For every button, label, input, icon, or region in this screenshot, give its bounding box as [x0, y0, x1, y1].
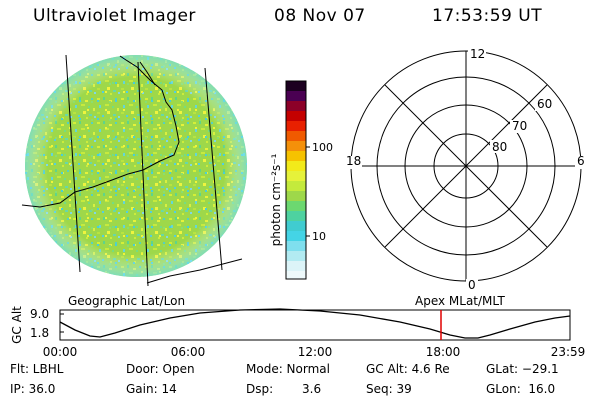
polar-labels: 12 0 18 6 60 70 80 — [344, 47, 587, 292]
instrument-title: Ultraviolet Imager — [33, 6, 196, 26]
mlt-label-12: 12 — [470, 47, 485, 61]
uv-image-disc — [25, 55, 247, 277]
colorbar: 100 10 photon cm⁻²s⁻¹ — [269, 80, 333, 280]
time-tick-0: 00:00 — [43, 345, 78, 359]
mlt-label-6: 6 — [577, 154, 585, 168]
time-tick-18: 18:00 — [426, 345, 461, 359]
mlt-label-18: 18 — [346, 154, 361, 168]
altitude-curve — [59, 308, 571, 339]
gain-info: Gain: 14 — [126, 382, 177, 396]
mlat-label-60: 60 — [537, 97, 552, 111]
polar-plot — [350, 50, 582, 282]
glon-info: GLon: 16.0 — [486, 382, 556, 396]
mlat-label-80: 80 — [492, 140, 507, 154]
observation-date: 08 Nov 07 — [274, 6, 366, 26]
gc-alt-info: GC Alt: 4.6 Re — [366, 362, 450, 376]
time-tick-12: 12:00 — [298, 345, 333, 359]
orbit-altitude-plot: 9.0 1.8 GC Alt 00:00 06:00 12:00 18:00 2… — [10, 306, 585, 359]
colorbar-tick-100: 100 — [312, 141, 333, 154]
seq-info: Seq: 39 — [366, 382, 412, 396]
alt-axis-label: GC Alt — [10, 306, 24, 344]
colorbar-label: photon cm⁻²s⁻¹ — [269, 153, 283, 246]
glat-info: GLat: −29.1 — [486, 362, 559, 376]
colorbar-tick-10: 10 — [312, 230, 326, 243]
mlat-label-70: 70 — [512, 119, 527, 133]
observation-time: 17:53:59 UT — [432, 6, 543, 26]
alt-tick-1-8: 1.8 — [30, 326, 49, 340]
polar-plot-caption: Apex MLat/MLT — [415, 294, 505, 308]
alt-tick-9: 9.0 — [30, 307, 49, 321]
ip-info: IP: 36.0 — [10, 382, 56, 396]
left-panel-caption: Geographic Lat/Lon — [68, 294, 185, 308]
dsp-label: Dsp: — [246, 382, 274, 396]
time-tick-6: 06:00 — [171, 345, 206, 359]
door-info: Door: Open — [126, 362, 195, 376]
geographic-grid-overlay — [21, 54, 243, 287]
dsp-value: 3.6 — [302, 382, 322, 396]
mlt-label-0: 0 — [468, 278, 476, 292]
mode-info: Mode: Normal — [246, 362, 330, 376]
filter-info: Flt: LBHL — [10, 362, 64, 376]
time-tick-24: 23:59 — [551, 345, 586, 359]
